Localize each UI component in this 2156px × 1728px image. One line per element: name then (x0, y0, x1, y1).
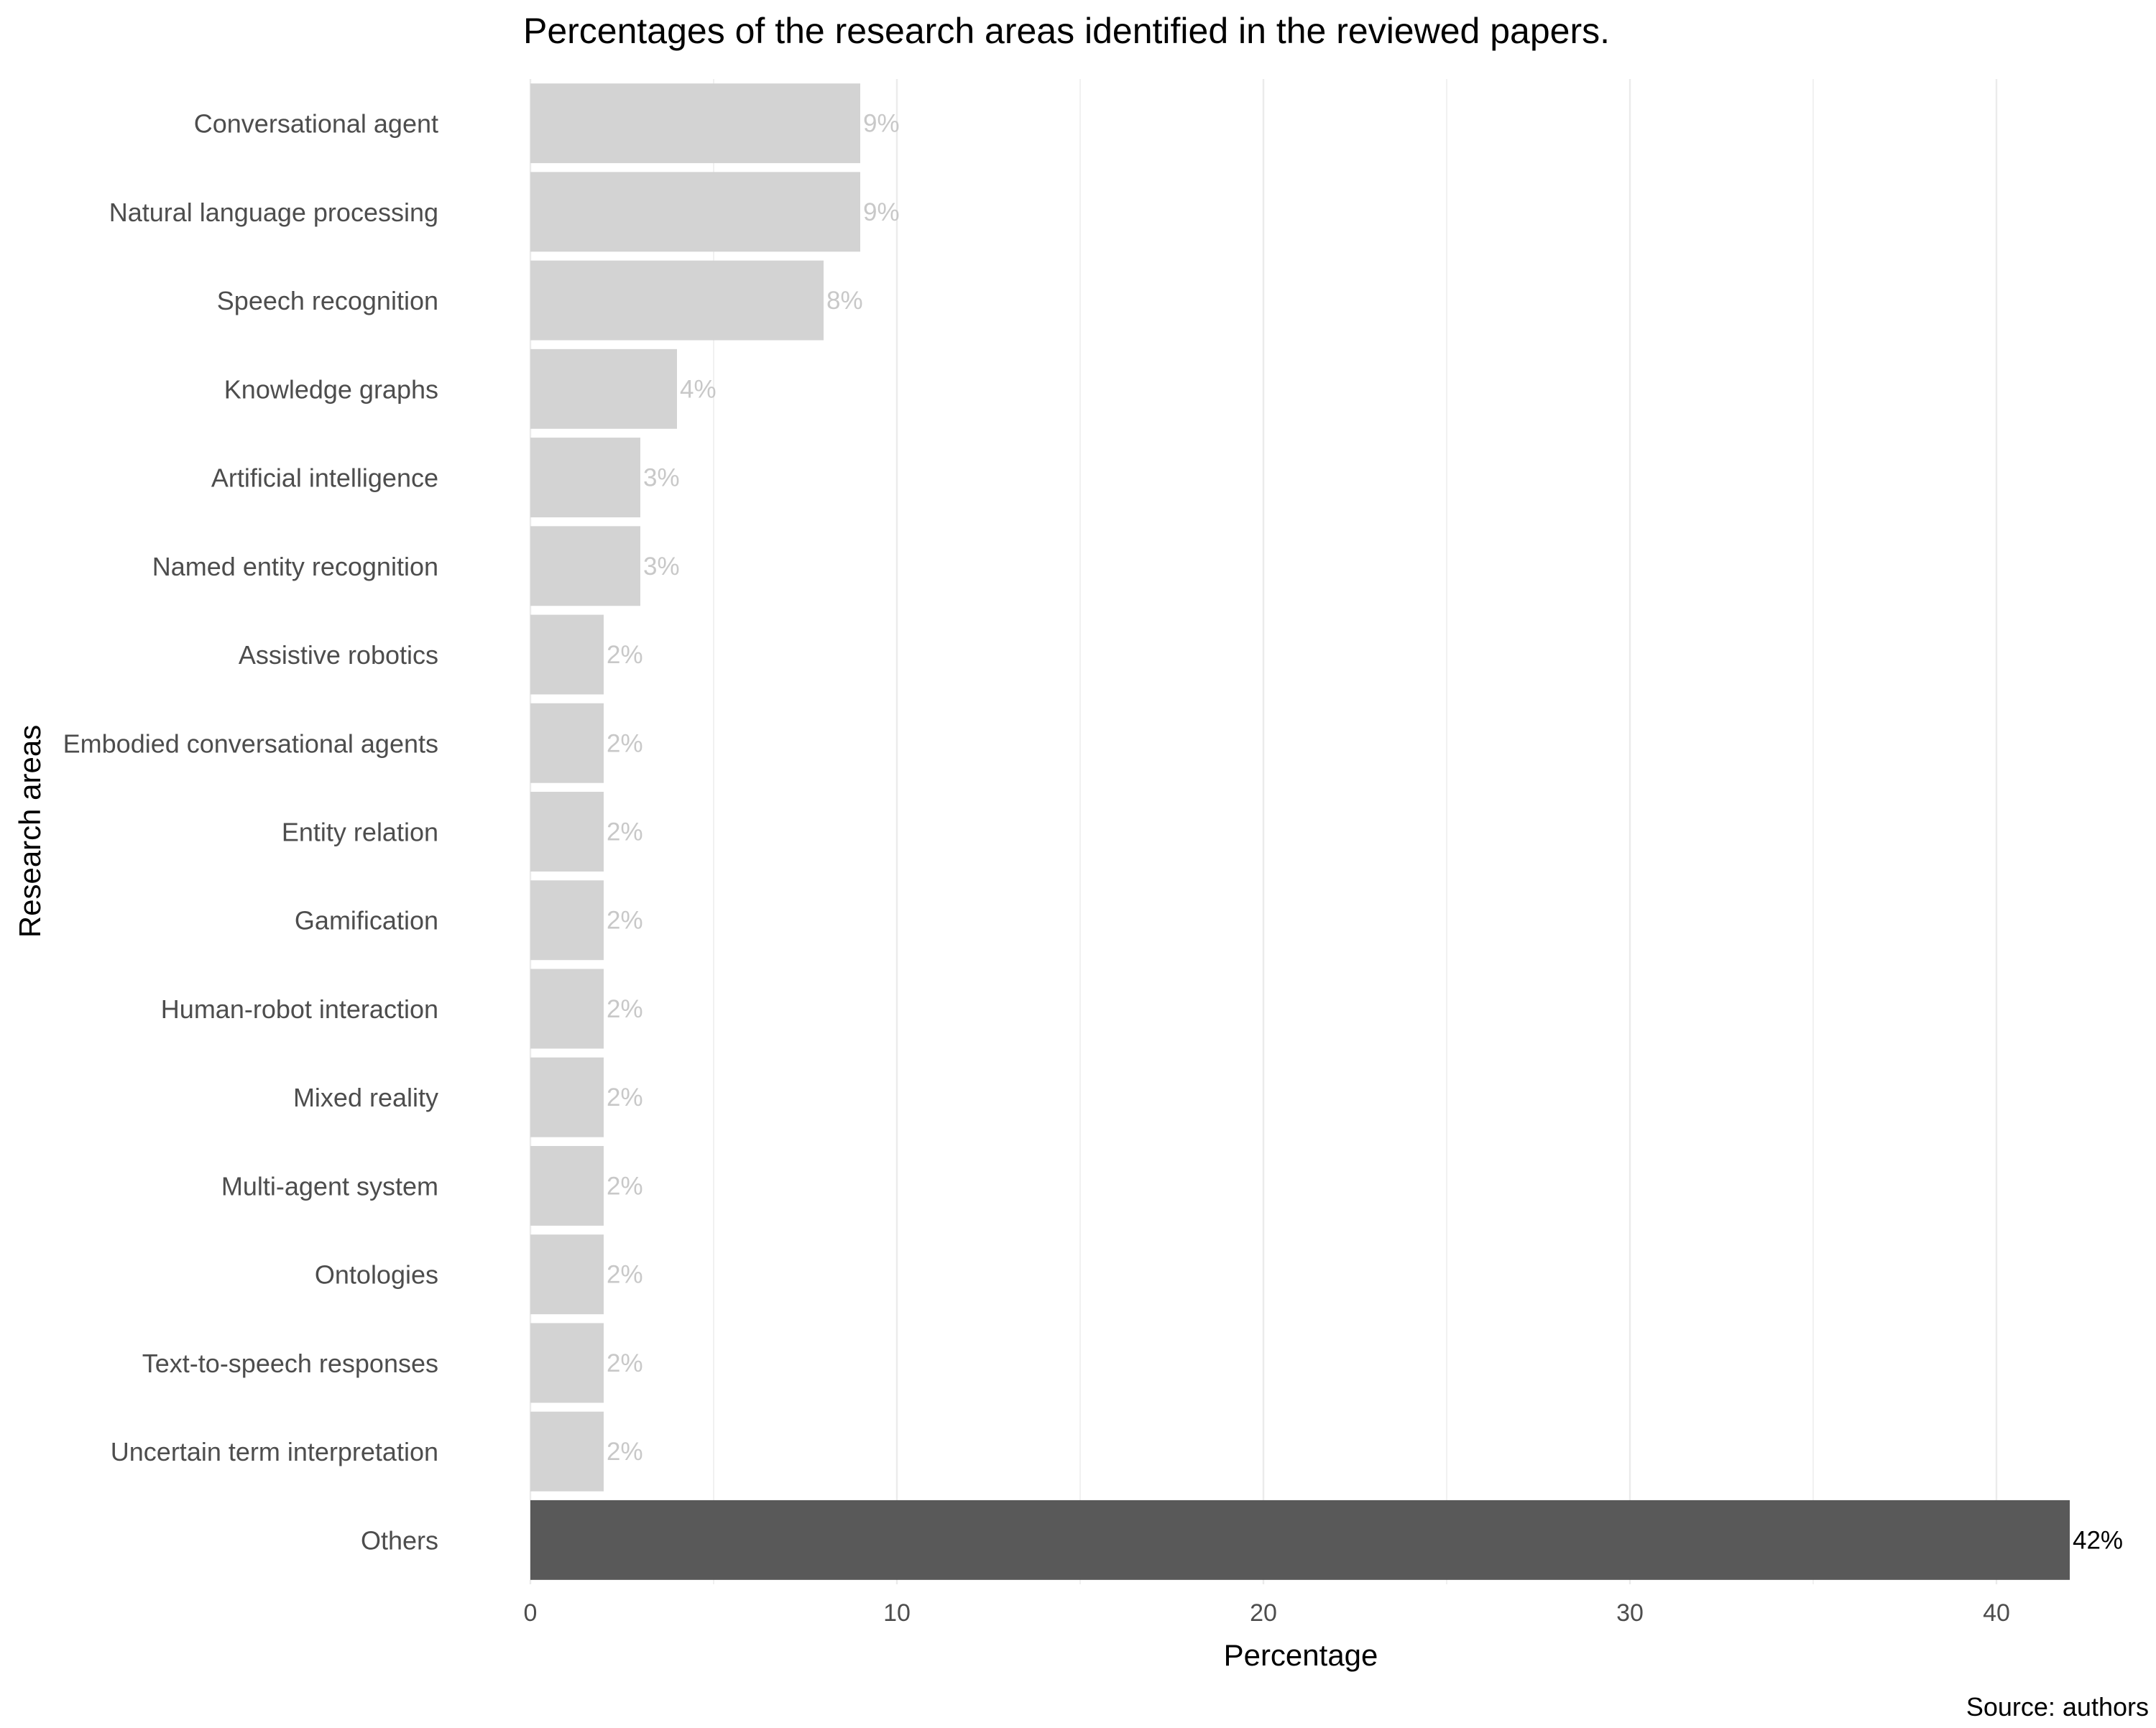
category-label: Ontologies (315, 1260, 438, 1290)
bar-value-label: 3% (643, 464, 680, 492)
category-label: Artificial intelligence (211, 463, 438, 493)
x-tick-label: 20 (1250, 1599, 1277, 1627)
category-label: Human-robot interaction (161, 994, 438, 1024)
category-label: Multi-agent system (221, 1171, 438, 1201)
bar (530, 1057, 604, 1137)
x-tick-label: 0 (524, 1599, 538, 1627)
bar (530, 880, 604, 961)
category-label: Assistive robotics (239, 640, 438, 670)
bar-value-label: 2% (607, 1261, 643, 1289)
x-tick-label: 30 (1616, 1599, 1644, 1627)
bar (530, 172, 860, 252)
x-tick-label: 40 (1983, 1599, 2010, 1627)
bar-value-label: 2% (607, 1438, 643, 1466)
category-label: Speech recognition (217, 286, 438, 315)
x-axis-title: Percentage (1224, 1638, 1378, 1672)
bar-value-label: 9% (863, 110, 900, 138)
category-label: Gamification (295, 906, 438, 935)
bar (530, 969, 604, 1049)
bar (530, 1500, 2070, 1580)
category-label: Conversational agent (194, 109, 438, 139)
bars (530, 83, 2070, 1580)
bar-value-label: 2% (607, 818, 643, 846)
bar (530, 1323, 604, 1403)
bar (530, 614, 604, 695)
x-tick-labels: 0 10 20 30 40 (524, 1599, 2010, 1627)
bar-value-label: 2% (607, 995, 643, 1023)
category-labels: Conversational agent Natural language pro… (63, 109, 438, 1556)
bar-value-label: 2% (607, 729, 643, 757)
bar (530, 526, 640, 606)
bar (530, 438, 640, 518)
bar-value-label: 4% (680, 375, 717, 403)
category-label: Mixed reality (293, 1083, 438, 1112)
bar-value-label: 8% (826, 287, 863, 315)
category-label: Uncertain term interpretation (111, 1437, 438, 1466)
category-label: Natural language processing (109, 198, 438, 227)
category-label: Text-to-speech responses (142, 1349, 438, 1378)
chart-title: Percentages of the research areas identi… (523, 11, 1610, 51)
bar (530, 1234, 604, 1315)
bar (530, 1145, 604, 1226)
bar (530, 260, 824, 341)
bar (530, 83, 860, 164)
bar-value-label: 2% (607, 1349, 643, 1377)
y-axis-title: Research areas (13, 725, 47, 938)
category-label: Others (361, 1525, 438, 1555)
category-label: Named entity recognition (152, 552, 438, 581)
bar (530, 703, 604, 783)
bar (530, 792, 604, 872)
bar (530, 1411, 604, 1492)
gridlines (529, 79, 1998, 1584)
category-label: Embodied conversational agents (63, 729, 438, 758)
source-caption: Source: authors (1966, 1692, 2149, 1722)
x-tick-label: 10 (883, 1599, 911, 1627)
bar-value-label: 2% (607, 907, 643, 935)
category-label: Knowledge graphs (224, 374, 438, 404)
bar-value-label: 2% (607, 641, 643, 669)
bar-value-label: 3% (643, 553, 680, 581)
category-label: Entity relation (282, 818, 438, 847)
bar-value-label: 42% (2073, 1526, 2123, 1554)
bar-value-label: 2% (607, 1172, 643, 1200)
bar-value-labels: 9% 9% 8% 4% 3% 3% 2% 2% 2% 2% 2% 2% 2% 2% 2% 2% 42% (607, 110, 2123, 1555)
bar (530, 348, 677, 429)
bar-value-label: 9% (863, 198, 900, 226)
bar-value-label: 2% (607, 1084, 643, 1112)
